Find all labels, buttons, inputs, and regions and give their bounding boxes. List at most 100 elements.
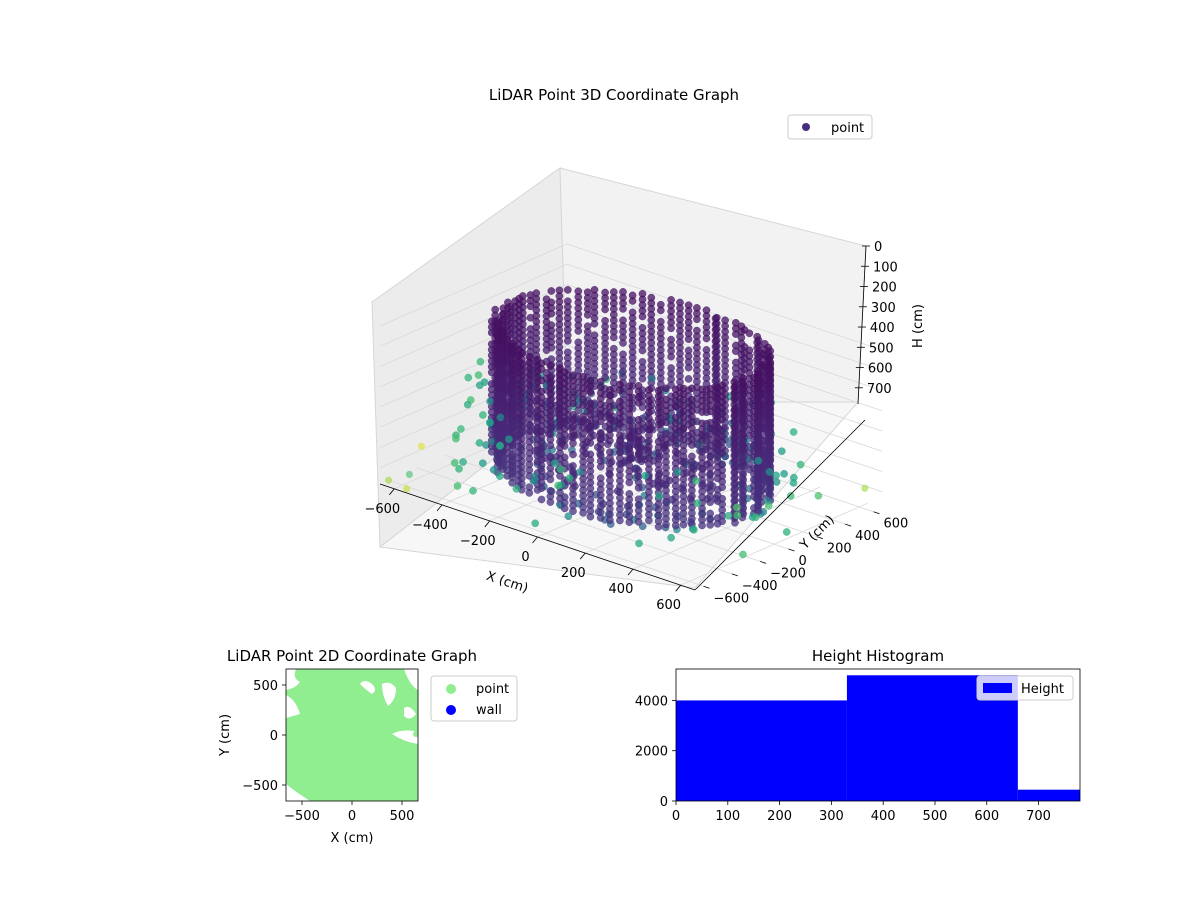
- data-point: [786, 492, 795, 500]
- x-tick-label: −200: [460, 534, 496, 549]
- legend-3d-label: point: [831, 121, 864, 136]
- data-point: [772, 471, 780, 480]
- gap-dot: [413, 731, 418, 737]
- x-tick-label-hist: 700: [1026, 809, 1051, 824]
- x-tick-label: 600: [656, 598, 681, 613]
- gap-top-right: [382, 682, 396, 706]
- z-tick-label: 200: [872, 281, 897, 296]
- chart-2d-title: LiDAR Point 2D Coordinate Graph: [227, 647, 477, 665]
- data-point: [475, 439, 484, 447]
- data-point: [556, 465, 565, 474]
- data-point: [667, 533, 675, 542]
- z-tick-label: 600: [868, 362, 893, 377]
- data-point: [493, 360, 502, 369]
- data-point: [778, 447, 786, 456]
- y-tick-label: 600: [884, 517, 909, 532]
- data-point: [673, 468, 682, 476]
- data-point: [684, 363, 693, 372]
- gap-top-left: [286, 669, 300, 690]
- data-point: [469, 486, 477, 495]
- x-tick-label: 0: [521, 550, 529, 565]
- y-tick-label: −400: [742, 579, 778, 594]
- data-point: [560, 442, 569, 450]
- data-point: [684, 335, 693, 344]
- x-tick: [579, 552, 586, 560]
- x-tick-label-2d: 500: [390, 809, 415, 824]
- data-point: [486, 418, 494, 427]
- z-tick-label: 700: [867, 382, 892, 397]
- data-point: [569, 450, 577, 459]
- data-point: [569, 399, 577, 408]
- y-tick: [816, 536, 823, 539]
- gap-left: [286, 695, 300, 718]
- data-point: [645, 516, 653, 525]
- legend-2d-marker-wall: [446, 705, 456, 715]
- data-point-outlier: [405, 470, 413, 479]
- points-3d: [384, 285, 869, 559]
- data-point: [789, 428, 798, 436]
- data-point: [489, 466, 498, 474]
- legend-hist-box: [976, 675, 1074, 701]
- z-axis-line: [857, 245, 867, 405]
- data-point: [667, 324, 675, 333]
- y-tick-label-hist: 0: [660, 795, 668, 810]
- z-tick-label: 0: [874, 240, 882, 255]
- data-point: [546, 498, 555, 506]
- data-point: [764, 501, 773, 510]
- data-point: [464, 373, 473, 382]
- y-axis-line: [694, 419, 866, 591]
- data-point: [453, 482, 462, 490]
- data-point: [606, 436, 614, 445]
- data-point: [531, 519, 540, 528]
- y-axis-label-2d: Y (cm): [218, 714, 233, 757]
- z-tick-label: 300: [871, 301, 896, 316]
- y-tick-label-2d: 0: [270, 729, 278, 744]
- histogram-title: Height Histogram: [812, 647, 944, 665]
- data-point: [496, 413, 505, 422]
- gap-corner-right: [404, 669, 418, 690]
- data-point: [671, 402, 680, 411]
- data-point: [457, 425, 465, 433]
- x-tick: [484, 520, 491, 528]
- data-point: [738, 417, 747, 425]
- y-tick: [703, 585, 710, 589]
- legend-hist-label: Height: [1021, 682, 1064, 697]
- data-point: [754, 456, 763, 465]
- data-point: [596, 462, 605, 471]
- legend-2d: point wall: [430, 675, 518, 722]
- data-point: [796, 460, 805, 469]
- data-point: [745, 329, 754, 338]
- legend-3d-marker: [802, 123, 810, 131]
- data-point: [508, 348, 517, 357]
- grid-line-z: [379, 263, 883, 371]
- data-point: [706, 521, 715, 529]
- histogram-bar: [1017, 789, 1080, 801]
- plot-frame-hist: [675, 668, 1081, 802]
- y-tick-label: 200: [827, 542, 852, 557]
- chart-3d-title: LiDAR Point 3D Coordinate Graph: [489, 86, 739, 104]
- z-tick-label: 500: [869, 341, 894, 356]
- x-tick-label: −600: [364, 502, 400, 517]
- y-tick-label-hist: 4000: [635, 694, 668, 709]
- x-tick-label-2d: −500: [284, 809, 320, 824]
- data-point: [616, 420, 624, 428]
- data-point: [688, 384, 696, 393]
- x-tick-label-hist: 600: [974, 809, 999, 824]
- grid-line-x: [680, 502, 868, 586]
- data-point: [574, 406, 583, 415]
- x-tick-label: 200: [561, 566, 586, 581]
- z-tick-label: 400: [870, 321, 895, 336]
- data-point: [782, 528, 791, 536]
- data-point: [814, 491, 823, 500]
- data-point: [679, 520, 688, 529]
- data-point: [452, 434, 460, 443]
- data-point: [752, 513, 760, 522]
- data-point: [579, 508, 587, 517]
- data-point: [586, 512, 595, 521]
- y-tick-label-2d: −500: [242, 779, 278, 794]
- ticks-histogram: 0 100 200 300 400 500 600 700 0 2000 4000: [635, 694, 1051, 824]
- data-point: [450, 459, 459, 467]
- data-point: [525, 489, 534, 497]
- z-tick-label: 100: [873, 260, 898, 275]
